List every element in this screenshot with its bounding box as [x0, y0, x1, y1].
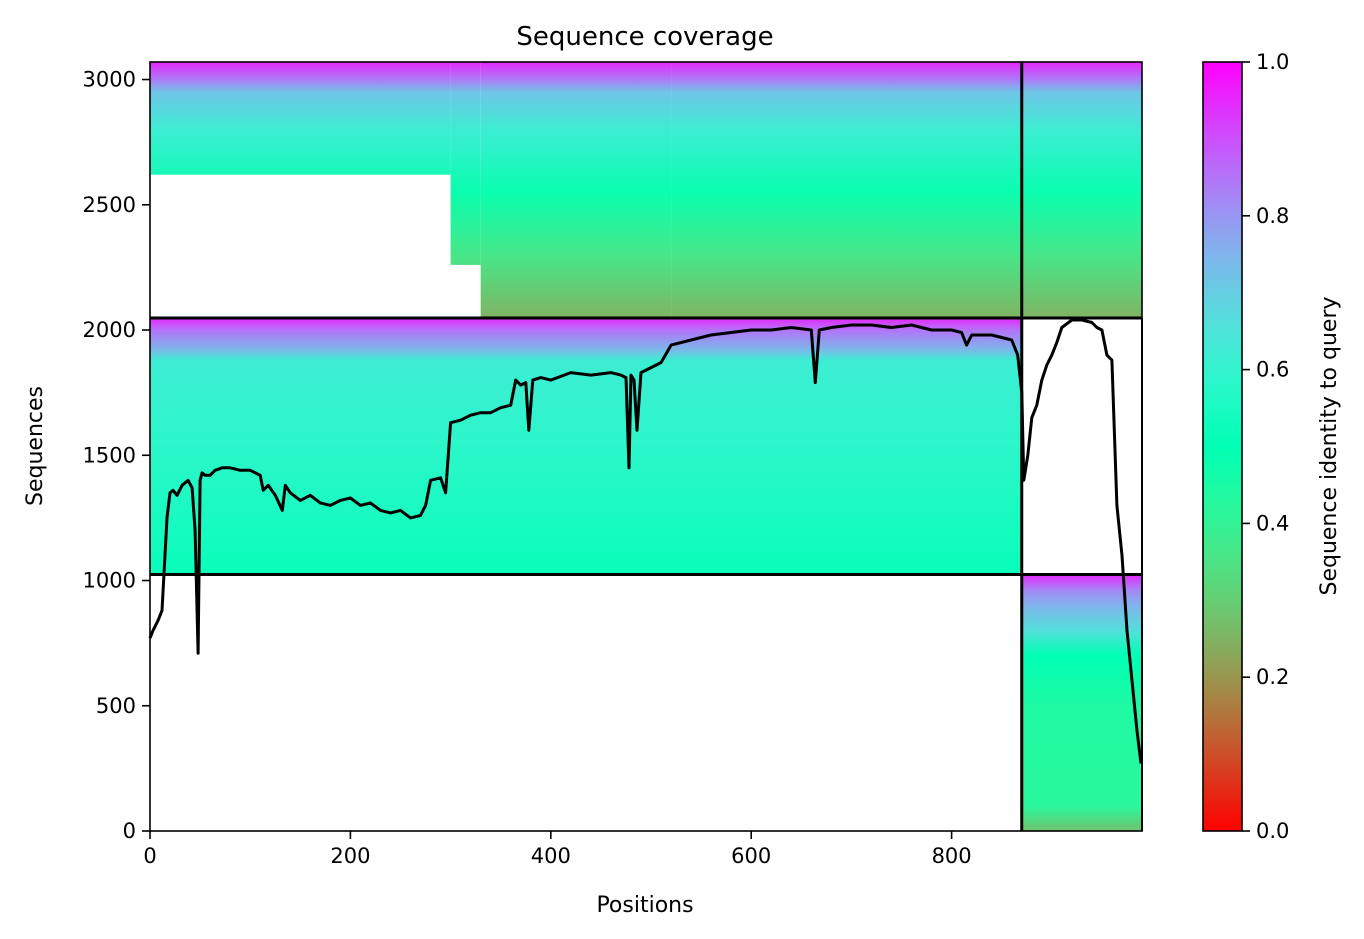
coverage-line [148, 318, 1143, 764]
chart-title: Sequence coverage [516, 22, 773, 52]
paired-alignment-segment-2 [480, 62, 672, 318]
colorbar-tick-label: 0.2 [1256, 665, 1289, 689]
colorbar-tick-label: 0.4 [1256, 511, 1289, 535]
chain-b-unpaired-segment-0 [1021, 574, 1142, 831]
x-tick-label: 200 [330, 844, 370, 868]
colorbar-tick-label: 0.0 [1256, 819, 1289, 843]
colorbar-tick-label: 0.6 [1256, 358, 1289, 382]
x-tick-label: 800 [932, 844, 972, 868]
y-tick-label: 3000 [83, 68, 136, 92]
y-tick-label: 1000 [83, 569, 136, 593]
colorbar-label: Sequence identity to query [1317, 296, 1342, 595]
plot-frame [149, 61, 1143, 832]
colorbar-scale [1202, 61, 1243, 832]
y-axis-label: Sequences [23, 386, 48, 506]
colorbar-tick-label: 1.0 [1256, 50, 1289, 74]
x-tick-label: 0 [143, 844, 156, 868]
x-tick-label: 600 [731, 844, 771, 868]
y-tick-label: 1500 [83, 443, 136, 467]
y-tick-label: 0 [123, 819, 136, 843]
colorbar: 0.0 0.2 0.4 0.6 0.8 1.0 [1202, 50, 1289, 843]
y-tick-label: 2500 [83, 193, 136, 217]
y-tick-label: 2000 [83, 318, 136, 342]
y-tick-label: 500 [96, 694, 136, 718]
plot-area [148, 62, 1143, 831]
axes: 0 200 400 600 800 0 500 1000 1500 2000 2500 3000 [83, 61, 1143, 868]
paired-alignment-segment-3 [671, 62, 1142, 318]
paired-alignment-segment-0 [150, 62, 451, 175]
paired-alignment-segment-1 [450, 62, 481, 265]
chain-a-unpaired-segment-0 [150, 317, 1022, 575]
colorbar-tick-label: 0.8 [1256, 204, 1289, 228]
x-tick-label: 400 [531, 844, 571, 868]
x-axis-label: Positions [596, 893, 693, 918]
